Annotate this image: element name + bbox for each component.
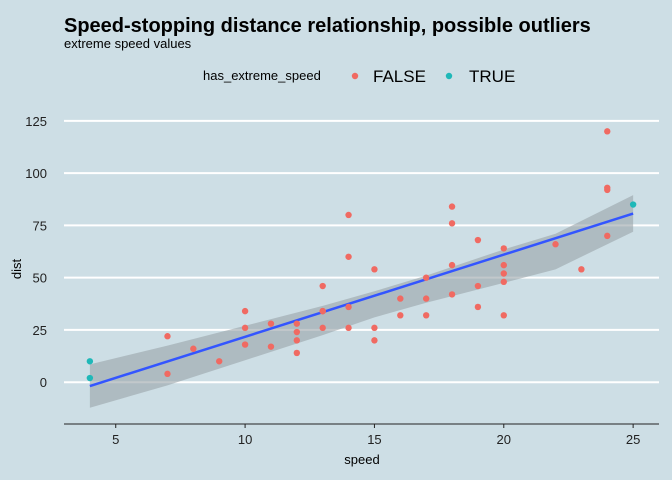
data-point-false — [474, 303, 482, 311]
data-point-false — [371, 324, 378, 332]
regression-line — [89, 212, 634, 388]
data-point-false — [448, 291, 456, 298]
legend-key-true — [445, 72, 453, 80]
data-point-false — [345, 211, 352, 219]
data-point-false — [578, 266, 585, 273]
data-point-false — [319, 324, 326, 332]
data-point-false — [216, 358, 223, 365]
data-point-false — [500, 312, 507, 319]
data-point-false — [164, 370, 171, 378]
data-point-false — [422, 312, 430, 319]
x-axis-label: speed — [344, 452, 379, 467]
data-point-false — [267, 320, 275, 327]
y-tick-label: 25 — [33, 323, 47, 338]
data-point-true — [629, 201, 637, 208]
data-point-false — [500, 270, 507, 277]
x-tick-label: 10 — [238, 432, 252, 447]
data-point-false — [500, 261, 507, 269]
data-point-false — [397, 312, 404, 319]
data-point-false — [397, 295, 404, 302]
data-points — [86, 128, 637, 382]
y-tick-label: 75 — [33, 218, 47, 233]
data-point-false — [448, 261, 456, 269]
data-point-false — [293, 337, 301, 344]
data-point-false — [371, 337, 378, 344]
data-point-false — [552, 241, 559, 248]
data-point-true — [86, 374, 94, 382]
legend: has_extreme_speed FALSE TRUE — [203, 67, 515, 86]
data-point-false — [164, 333, 171, 340]
data-point-false — [345, 324, 352, 332]
data-point-false — [293, 320, 301, 327]
data-point-false — [500, 278, 507, 286]
legend-key-false — [351, 72, 359, 80]
axes: 5 10 15 20 25 0 25 50 75 100 125 — [25, 114, 659, 447]
y-axis-label: dist — [9, 258, 24, 279]
data-point-false — [293, 328, 301, 336]
y-tick-label: 125 — [25, 114, 47, 129]
data-point-false — [345, 253, 352, 260]
data-point-false — [319, 307, 326, 315]
confidence-band-area — [89, 195, 634, 408]
data-point-false — [604, 232, 611, 240]
data-point-false — [345, 303, 352, 311]
legend-label-true: TRUE — [469, 67, 515, 86]
data-point-false — [604, 128, 611, 135]
data-point-false — [422, 295, 430, 302]
data-point-false — [604, 184, 611, 191]
data-point-true — [86, 358, 94, 365]
y-tick-label: 50 — [33, 271, 47, 286]
legend-title: has_extreme_speed — [203, 68, 321, 83]
data-point-false — [241, 341, 249, 348]
data-point-false — [241, 307, 249, 315]
data-point-false — [474, 236, 482, 244]
data-point-false — [448, 203, 456, 210]
x-tick-label: 15 — [367, 432, 381, 447]
x-tick-label: 20 — [497, 432, 511, 447]
y-tick-label: 100 — [25, 166, 47, 181]
x-tick-label: 25 — [626, 432, 640, 447]
data-point-false — [371, 266, 378, 273]
regression-line-path — [89, 212, 634, 388]
confidence-band — [89, 195, 634, 408]
data-point-false — [293, 349, 301, 357]
chart-subtitle: extreme speed values — [64, 36, 192, 51]
gridlines — [64, 119, 659, 384]
legend-label-false: FALSE — [373, 67, 426, 86]
data-point-false — [448, 220, 456, 227]
data-point-false — [474, 282, 482, 290]
data-point-false — [190, 345, 197, 352]
data-point-false — [267, 343, 275, 350]
data-point-false — [422, 274, 430, 281]
chart-title: Speed-stopping distance relationship, po… — [64, 15, 591, 37]
y-tick-label: 0 — [40, 375, 47, 390]
data-point-false — [500, 245, 507, 252]
data-point-false — [241, 324, 249, 332]
data-point-false — [319, 282, 326, 290]
x-tick-label: 5 — [112, 432, 119, 447]
